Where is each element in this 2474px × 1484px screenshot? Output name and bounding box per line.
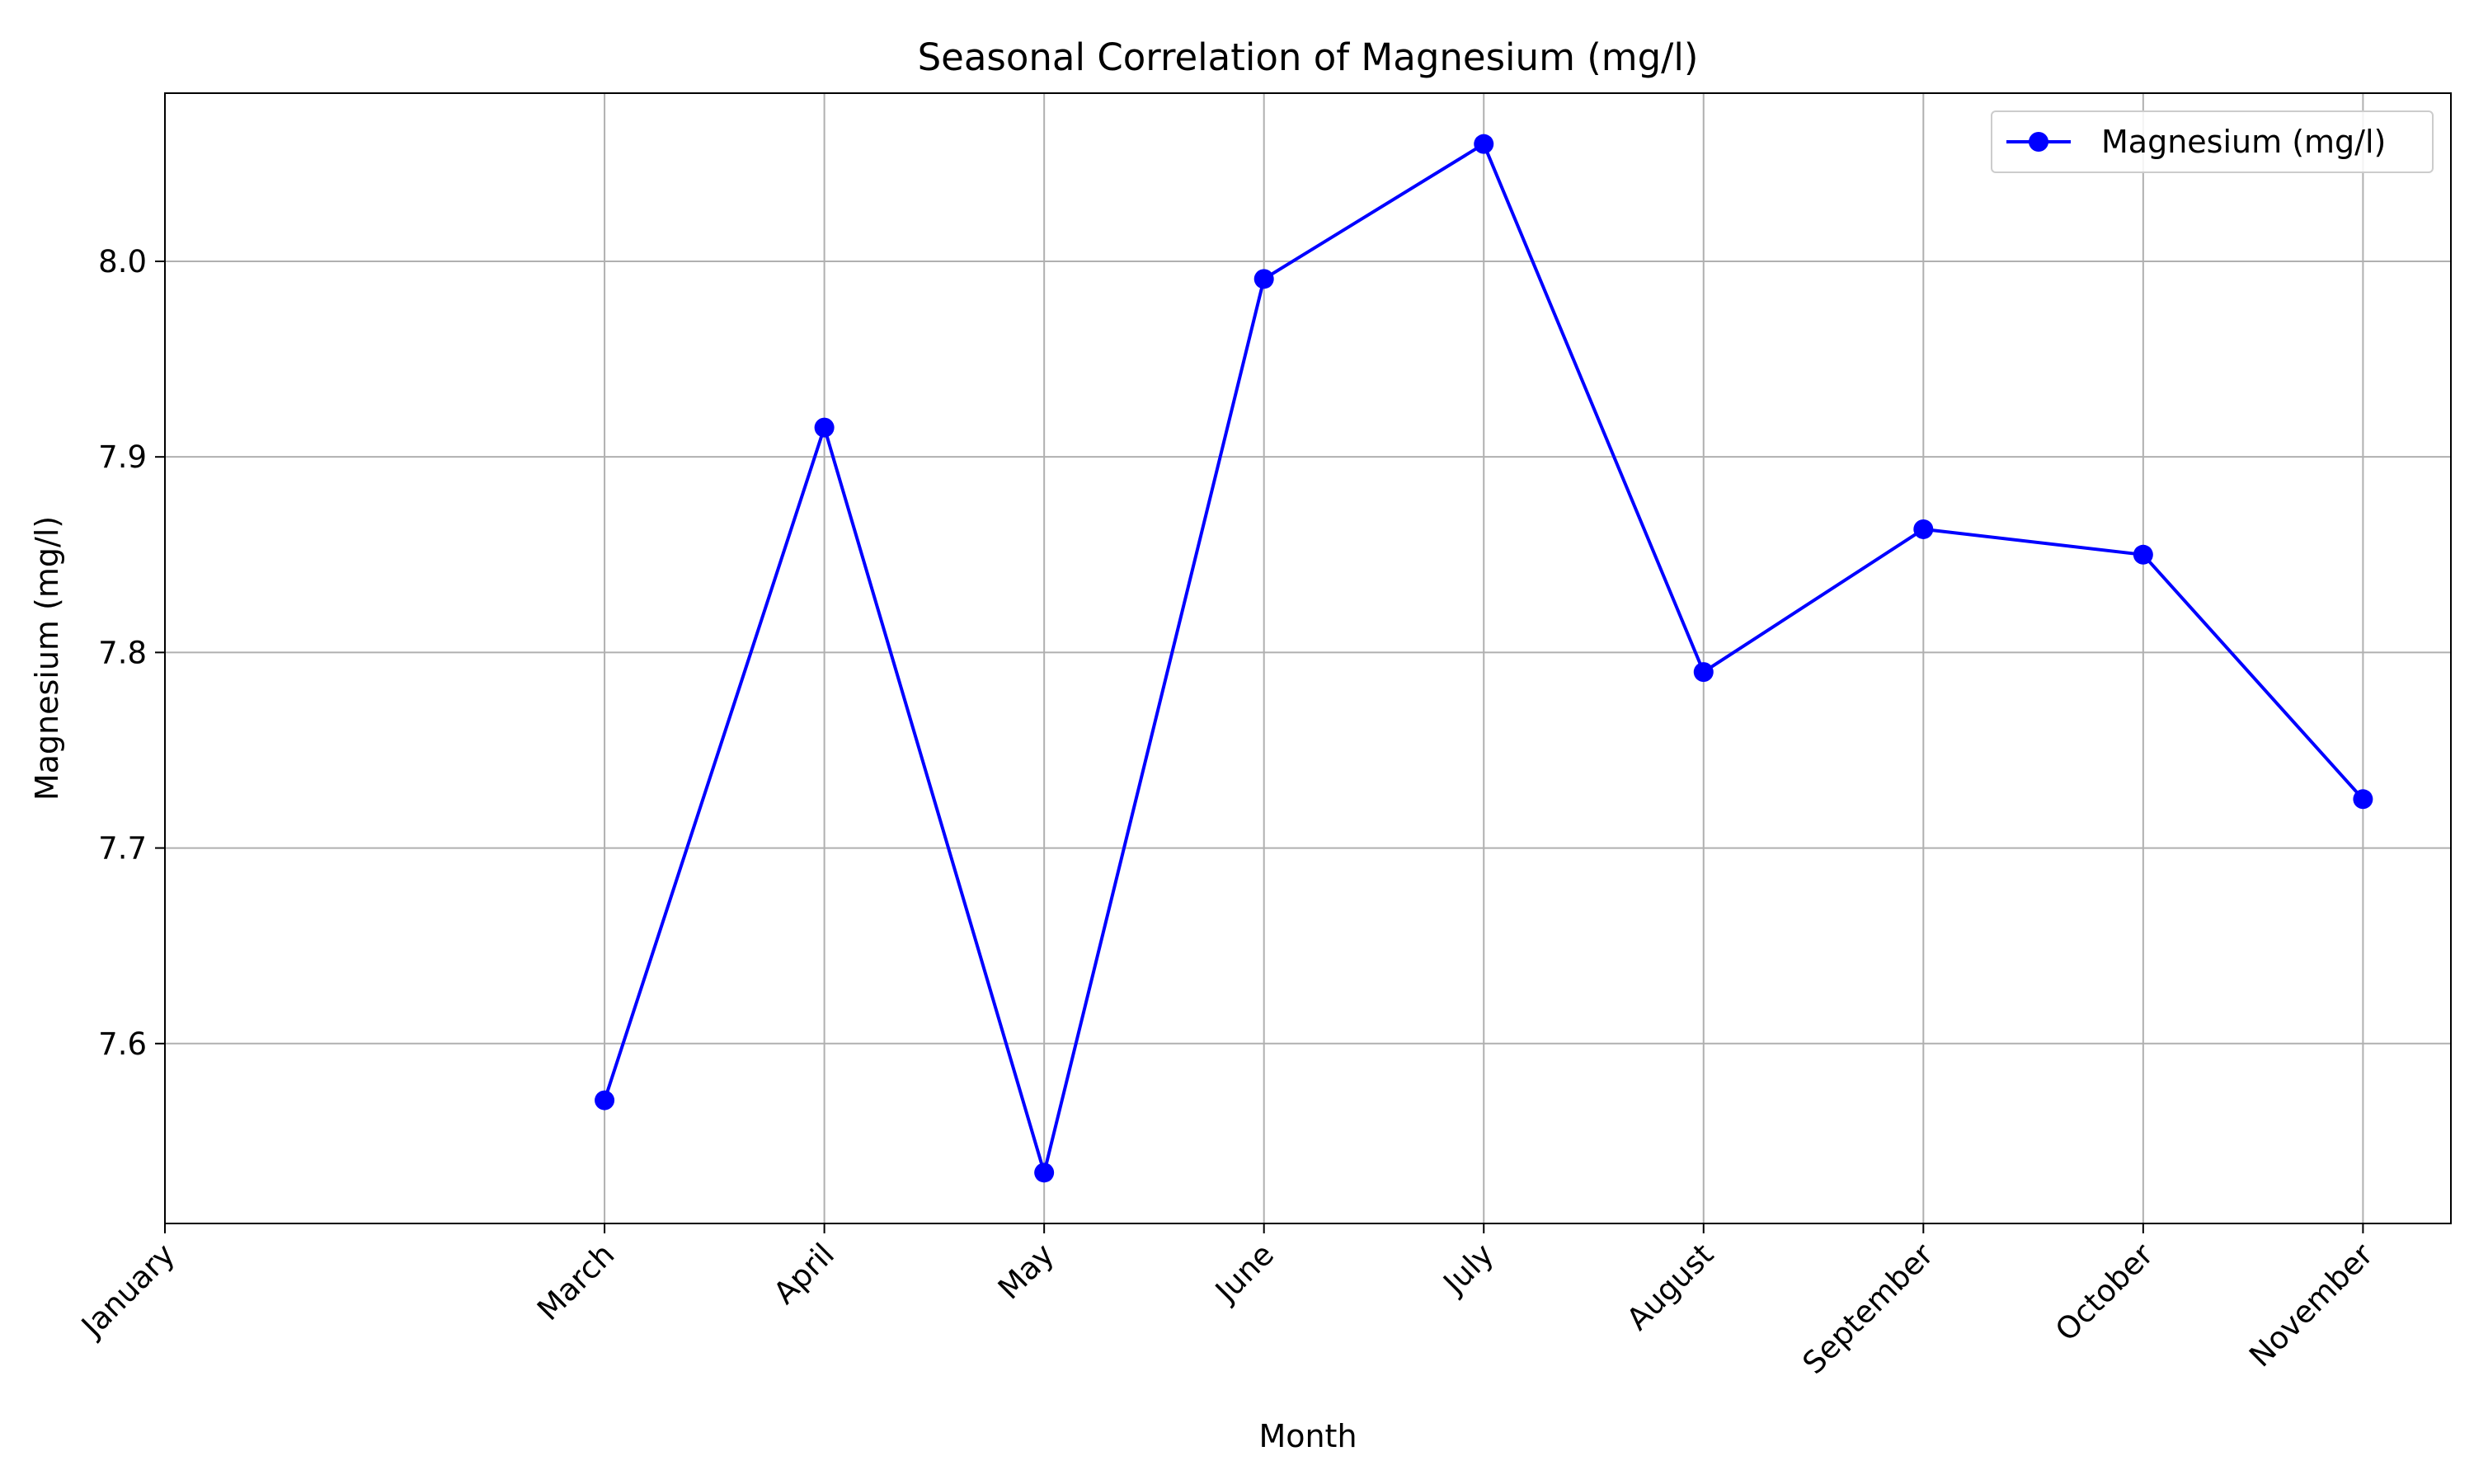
data-point [1253,269,1274,289]
grid-layer [164,93,2451,1223]
data-point [1693,662,1714,683]
x-tick-label: January [73,1237,181,1345]
data-point [1913,519,1934,539]
legend-series-label: Magnesium (mg/l) [2101,124,2386,160]
chart-title: Seasonal Correlation of Magnesium (mg/l) [918,35,1699,79]
y-tick-label: 7.7 [98,831,147,866]
x-tick-label: November [2242,1236,2380,1374]
data-point [814,417,835,438]
x-tick-label: September [1796,1236,1941,1381]
x-axis-label: Month [1258,1418,1357,1454]
y-tick-label: 7.8 [98,635,147,670]
series-layer [595,134,2373,1183]
x-tick-label: October [2048,1236,2161,1348]
legend-box [1991,110,2434,173]
plot-frame [164,92,2452,1224]
x-tick-label: April [767,1237,841,1311]
y-axis-label: Magnesium (mg/l) [29,516,65,801]
data-point [2353,789,2373,810]
y-tick-label: 8.0 [98,244,147,279]
data-point [2133,544,2153,565]
data-point [1034,1162,1055,1183]
legend: Magnesium (mg/l) [1991,110,2434,173]
y-tick-label: 7.9 [98,439,147,475]
x-tick-label: June [1207,1237,1281,1310]
legend-marker-swatch [2029,132,2048,152]
x-tick-label: March [530,1237,621,1327]
y-tick-label: 7.6 [98,1026,147,1062]
axis-layer: 7.6 7.7 7.8 7.9 8.0 January March April May June J… [73,244,2380,1381]
x-tick-label: August [1620,1237,1720,1337]
data-point [595,1090,615,1111]
x-tick-label: May [991,1237,1061,1306]
x-tick-label: July [1436,1237,1501,1302]
data-point [1474,134,1494,154]
